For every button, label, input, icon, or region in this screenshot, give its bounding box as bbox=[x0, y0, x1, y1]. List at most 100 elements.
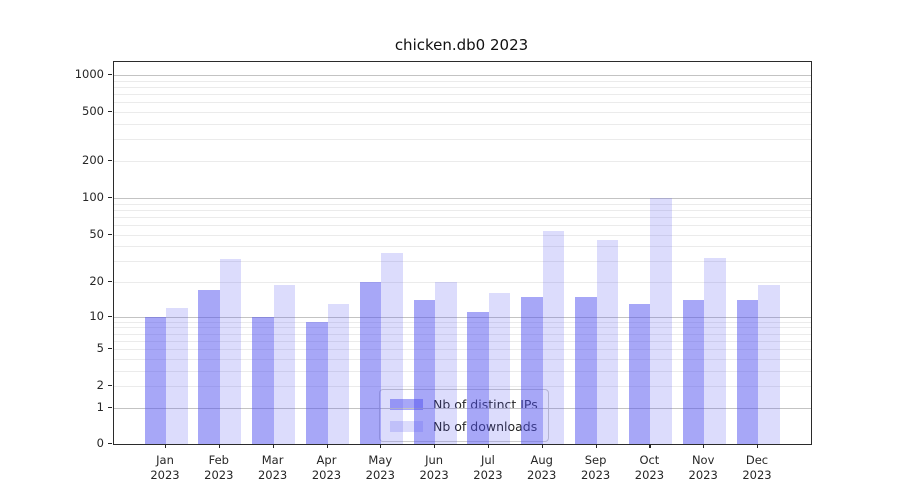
gridline-4 bbox=[114, 358, 811, 360]
gridline-5 bbox=[114, 349, 811, 351]
x-tick-label-jun-2023: Jun 2023 bbox=[402, 453, 466, 483]
gridline-9 bbox=[114, 321, 811, 323]
gridline-300 bbox=[114, 139, 811, 141]
y-tick-label-100: 100 bbox=[82, 189, 104, 204]
y-tick-mark-100 bbox=[108, 196, 112, 199]
y-tick-label-200: 200 bbox=[82, 153, 104, 167]
x-tick-label-nov-2023: Nov 2023 bbox=[671, 453, 735, 483]
x-tick-label-line: 2023 bbox=[311, 468, 342, 482]
x-tick-label-line: Nov bbox=[691, 453, 715, 467]
bar-nb-of-distinct-ips-aug-2023 bbox=[521, 296, 543, 444]
bar-nb-of-distinct-ips-nov-2023 bbox=[682, 300, 705, 444]
gridline-100 bbox=[114, 197, 811, 199]
x-tick-mark-nov-2023 bbox=[703, 444, 705, 448]
x-tick-label-oct-2023: Oct 2023 bbox=[617, 453, 681, 483]
y-tick-mark-50 bbox=[108, 233, 112, 235]
x-tick-mark-dec-2023 bbox=[757, 444, 759, 448]
bar-nb-of-distinct-ips-apr-2023 bbox=[306, 321, 328, 444]
gridline-40 bbox=[114, 246, 811, 248]
bar-nb-of-distinct-ips-jun-2023 bbox=[413, 300, 436, 444]
gridline-500 bbox=[114, 112, 811, 114]
x-tick-mark-mar-2023 bbox=[272, 444, 274, 448]
legend-swatch-nb-of-distinct-ips bbox=[390, 399, 423, 410]
x-tick-label-line: 2023 bbox=[634, 468, 665, 482]
gridline-20 bbox=[114, 282, 811, 283]
gridline-700 bbox=[114, 94, 811, 96]
x-tick-label-line: 2023 bbox=[527, 468, 557, 482]
y-tick-mark-10 bbox=[108, 315, 112, 317]
x-tick-label-aug-2023: Aug 2023 bbox=[510, 453, 574, 483]
y-tick-mark-500 bbox=[108, 111, 112, 113]
y-tick-label-50: 50 bbox=[89, 226, 104, 241]
y-tick-mark-20 bbox=[108, 281, 112, 283]
x-tick-mark-jan-2023 bbox=[165, 444, 167, 448]
y-tick-label-1: 1 bbox=[96, 399, 104, 414]
gridline-800 bbox=[114, 87, 811, 88]
x-tick-mark-may-2023 bbox=[380, 444, 382, 448]
bar-nb-of-distinct-ips-jul-2023 bbox=[467, 311, 489, 444]
x-tick-label-line: 2023 bbox=[742, 468, 772, 482]
y-tick-mark-0 bbox=[108, 443, 112, 445]
gridline-1000 bbox=[114, 75, 811, 76]
gridline-7 bbox=[114, 333, 811, 335]
gridline-600 bbox=[114, 102, 811, 104]
gridline-400 bbox=[114, 124, 811, 125]
x-tick-label-apr-2023: Apr 2023 bbox=[295, 453, 359, 483]
x-tick-label-line: 2023 bbox=[204, 468, 234, 482]
x-tick-label-line: Jan bbox=[156, 453, 174, 467]
x-tick-label-line: Oct bbox=[639, 453, 660, 467]
y-tick-mark-1 bbox=[108, 406, 112, 409]
x-tick-label-jul-2023: Jul 2023 bbox=[456, 453, 520, 483]
gridline-80 bbox=[114, 209, 811, 211]
bar-nb-of-downloads-mar-2023 bbox=[273, 284, 296, 444]
bar-nb-of-distinct-ips-oct-2023 bbox=[628, 303, 651, 444]
gridline-1 bbox=[114, 407, 811, 409]
gridline-6 bbox=[114, 340, 811, 342]
bar-nb-of-downloads-sep-2023 bbox=[596, 240, 619, 444]
x-tick-label-line: Mar bbox=[261, 453, 284, 467]
bar-nb-of-distinct-ips-feb-2023 bbox=[198, 290, 220, 444]
bar-nb-of-distinct-ips-jan-2023 bbox=[144, 316, 166, 444]
legend-row-nb-of-downloads: Nb of downloads bbox=[390, 419, 538, 434]
gridline-60 bbox=[114, 224, 811, 226]
chart-title: chicken.db0 2023 bbox=[394, 36, 529, 54]
x-tick-label-line: 2023 bbox=[580, 468, 611, 482]
bar-nb-of-downloads-oct-2023 bbox=[650, 197, 672, 444]
x-tick-label-line: Feb bbox=[208, 453, 229, 467]
x-tick-label-line: 2023 bbox=[365, 468, 395, 482]
x-tick-label-may-2023: May 2023 bbox=[348, 453, 412, 483]
y-tick-label-1000: 1000 bbox=[74, 67, 104, 81]
x-tick-mark-apr-2023 bbox=[326, 444, 328, 448]
bar-nb-of-distinct-ips-may-2023 bbox=[359, 282, 382, 444]
x-tick-mark-jul-2023 bbox=[487, 444, 490, 448]
y-tick-label-500: 500 bbox=[82, 104, 104, 119]
x-tick-label-line: Jun bbox=[425, 453, 444, 467]
x-tick-label-line: Sep bbox=[584, 453, 607, 467]
bar-nb-of-distinct-ips-dec-2023 bbox=[736, 300, 758, 444]
y-tick-label-20: 20 bbox=[89, 274, 104, 288]
gridline-2 bbox=[114, 386, 811, 388]
x-tick-mark-jun-2023 bbox=[434, 444, 436, 448]
bar-nb-of-downloads-jan-2023 bbox=[166, 307, 188, 444]
bar-nb-of-downloads-aug-2023 bbox=[542, 231, 565, 444]
gridline-30 bbox=[114, 261, 811, 263]
y-tick-label-2: 2 bbox=[96, 378, 104, 393]
bar-nb-of-distinct-ips-mar-2023 bbox=[252, 316, 274, 444]
y-tick-label-10: 10 bbox=[89, 308, 104, 323]
x-tick-mark-sep-2023 bbox=[595, 444, 597, 448]
y-tick-label-0: 0 bbox=[96, 436, 104, 450]
x-tick-mark-oct-2023 bbox=[649, 444, 651, 448]
bar-nb-of-downloads-jun-2023 bbox=[435, 282, 457, 444]
bar-nb-of-downloads-nov-2023 bbox=[704, 257, 726, 444]
y-tick-label-5: 5 bbox=[96, 341, 104, 356]
legend-row-nb-of-distinct-ips: Nb of distinct IPs bbox=[390, 397, 538, 412]
x-tick-label-line: Jul bbox=[480, 453, 495, 467]
y-tick-mark-200 bbox=[108, 160, 112, 162]
x-tick-mark-aug-2023 bbox=[541, 444, 543, 448]
x-tick-label-line: Aug bbox=[530, 453, 553, 467]
gridline-900 bbox=[114, 80, 811, 82]
gridline-200 bbox=[114, 161, 811, 162]
gridline-10 bbox=[114, 316, 811, 318]
gridline-50 bbox=[114, 234, 811, 236]
